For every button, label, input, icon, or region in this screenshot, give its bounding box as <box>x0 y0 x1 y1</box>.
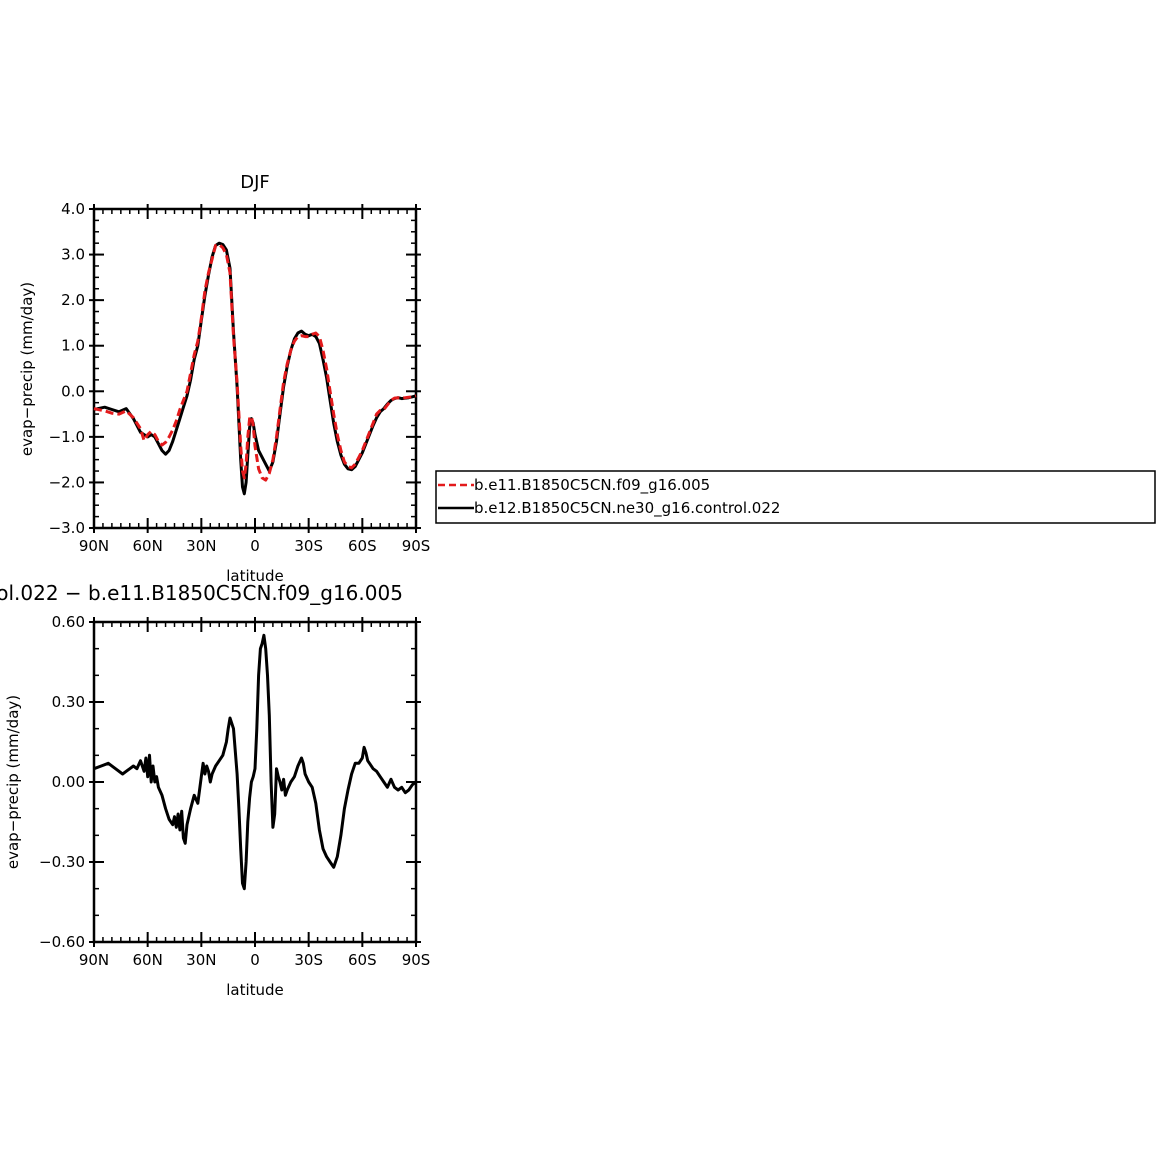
y-tick-label: −0.30 <box>39 853 85 871</box>
y-tick-label: −3.0 <box>49 519 85 537</box>
legend-label-series-1: b.e11.B1850C5CN.f09_g16.005 <box>474 476 710 495</box>
y-tick-label: −1.0 <box>49 428 85 446</box>
x-tick-label: 30S <box>294 951 323 969</box>
x-tick-label: 0 <box>250 537 260 555</box>
x-tick-label: 60S <box>348 951 377 969</box>
y-tick-label: 4.0 <box>61 200 85 218</box>
x-tick-label: 60N <box>133 951 163 969</box>
x-tick-label: 90N <box>79 951 109 969</box>
x-tick-label: 30N <box>186 951 216 969</box>
legend-label-series-2: b.e12.B1850C5CN.ne30_g16.control.022 <box>474 499 780 518</box>
x-tick-label: 0 <box>250 951 260 969</box>
top-plot-area: 90N 60N 30N 0 30S 60S 90S −3.0 −2.0 −1.0 0.0 1.0 2.0… <box>49 200 431 555</box>
y-tick-label: 0.0 <box>61 382 85 400</box>
y-tick-label: 1.0 <box>61 337 85 355</box>
x-tick-label: 90N <box>79 537 109 555</box>
plot-frame <box>92 620 418 944</box>
top-y-axis-label: evap−precip (mm/day) <box>18 282 36 456</box>
bottom-x-axis-label: latitude <box>226 981 284 999</box>
x-tick-label: 90S <box>402 951 431 969</box>
top-x-axis-label: latitude <box>226 567 284 585</box>
y-tick-label: 0.60 <box>52 613 85 631</box>
bottom-plot-area: 90N 60N 30N 0 30S 60S 90S −0.60 −0.30 0.00 0.30 0.6… <box>39 613 430 969</box>
x-tick-label: 60N <box>133 537 163 555</box>
x-tick-label: 60S <box>348 537 377 555</box>
series-line-1 <box>93 241 417 496</box>
plot-frame <box>92 207 418 530</box>
series-line-1 <box>93 633 417 891</box>
x-tick-label: 90S <box>402 537 431 555</box>
top-chart-title: DJF <box>240 172 270 193</box>
bottom-y-axis-label: evap−precip (mm/day) <box>4 695 22 869</box>
bottom-difference-chart: b.e12.B1850C5CN.ne30_g16.control.022 − b… <box>0 581 430 999</box>
y-tick-label: −0.60 <box>39 933 85 951</box>
x-tick-label: 30S <box>294 537 323 555</box>
legend-box <box>435 470 1156 524</box>
y-tick-label: 3.0 <box>61 246 85 264</box>
series-line-2 <box>93 243 417 482</box>
bottom-chart-title: b.e12.B1850C5CN.ne30_g16.control.022 − b… <box>0 581 403 605</box>
y-tick-label: 2.0 <box>61 291 85 309</box>
y-tick-label: 0.30 <box>52 693 85 711</box>
y-tick-label: 0.00 <box>52 773 85 791</box>
top-line-chart: DJF 90N 60N 30N 0 30S 60S 90S −3.0 −2.0 −1.0 0.0 1.… <box>18 172 430 585</box>
legend: b.e11.B1850C5CN.f09_g16.005 b.e12.B1850C… <box>435 470 1156 524</box>
y-tick-label: −2.0 <box>49 473 85 491</box>
x-tick-label: 30N <box>186 537 216 555</box>
